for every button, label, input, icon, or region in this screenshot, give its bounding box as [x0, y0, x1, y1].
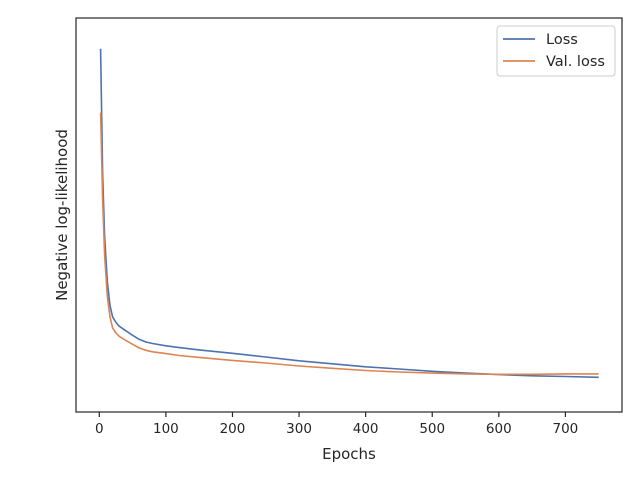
x-tick-label: 100 — [153, 421, 179, 437]
axes-frame — [75, 17, 623, 413]
x-tick-label: 300 — [286, 421, 312, 437]
series-line-val-loss — [99, 112, 599, 376]
x-tick-label: 200 — [220, 421, 246, 437]
x-tick-label: 400 — [353, 421, 379, 437]
y-axis-label: Negative log-likelihood — [53, 129, 71, 301]
legend: Loss Val. loss — [496, 25, 616, 77]
x-tick-label: 500 — [419, 421, 445, 437]
x-tick-label: 0 — [95, 421, 104, 437]
x-tick-label: 600 — [486, 421, 512, 437]
legend-label: Loss — [546, 32, 578, 48]
plot-area — [99, 48, 599, 379]
x-tick-label: 700 — [553, 421, 579, 437]
series-line-loss — [99, 48, 599, 379]
x-ticks: 0 100 200 300 400 500 600 700 — [95, 412, 578, 437]
legend-label: Val. loss — [546, 54, 605, 70]
x-axis-label: Epochs — [322, 445, 376, 463]
